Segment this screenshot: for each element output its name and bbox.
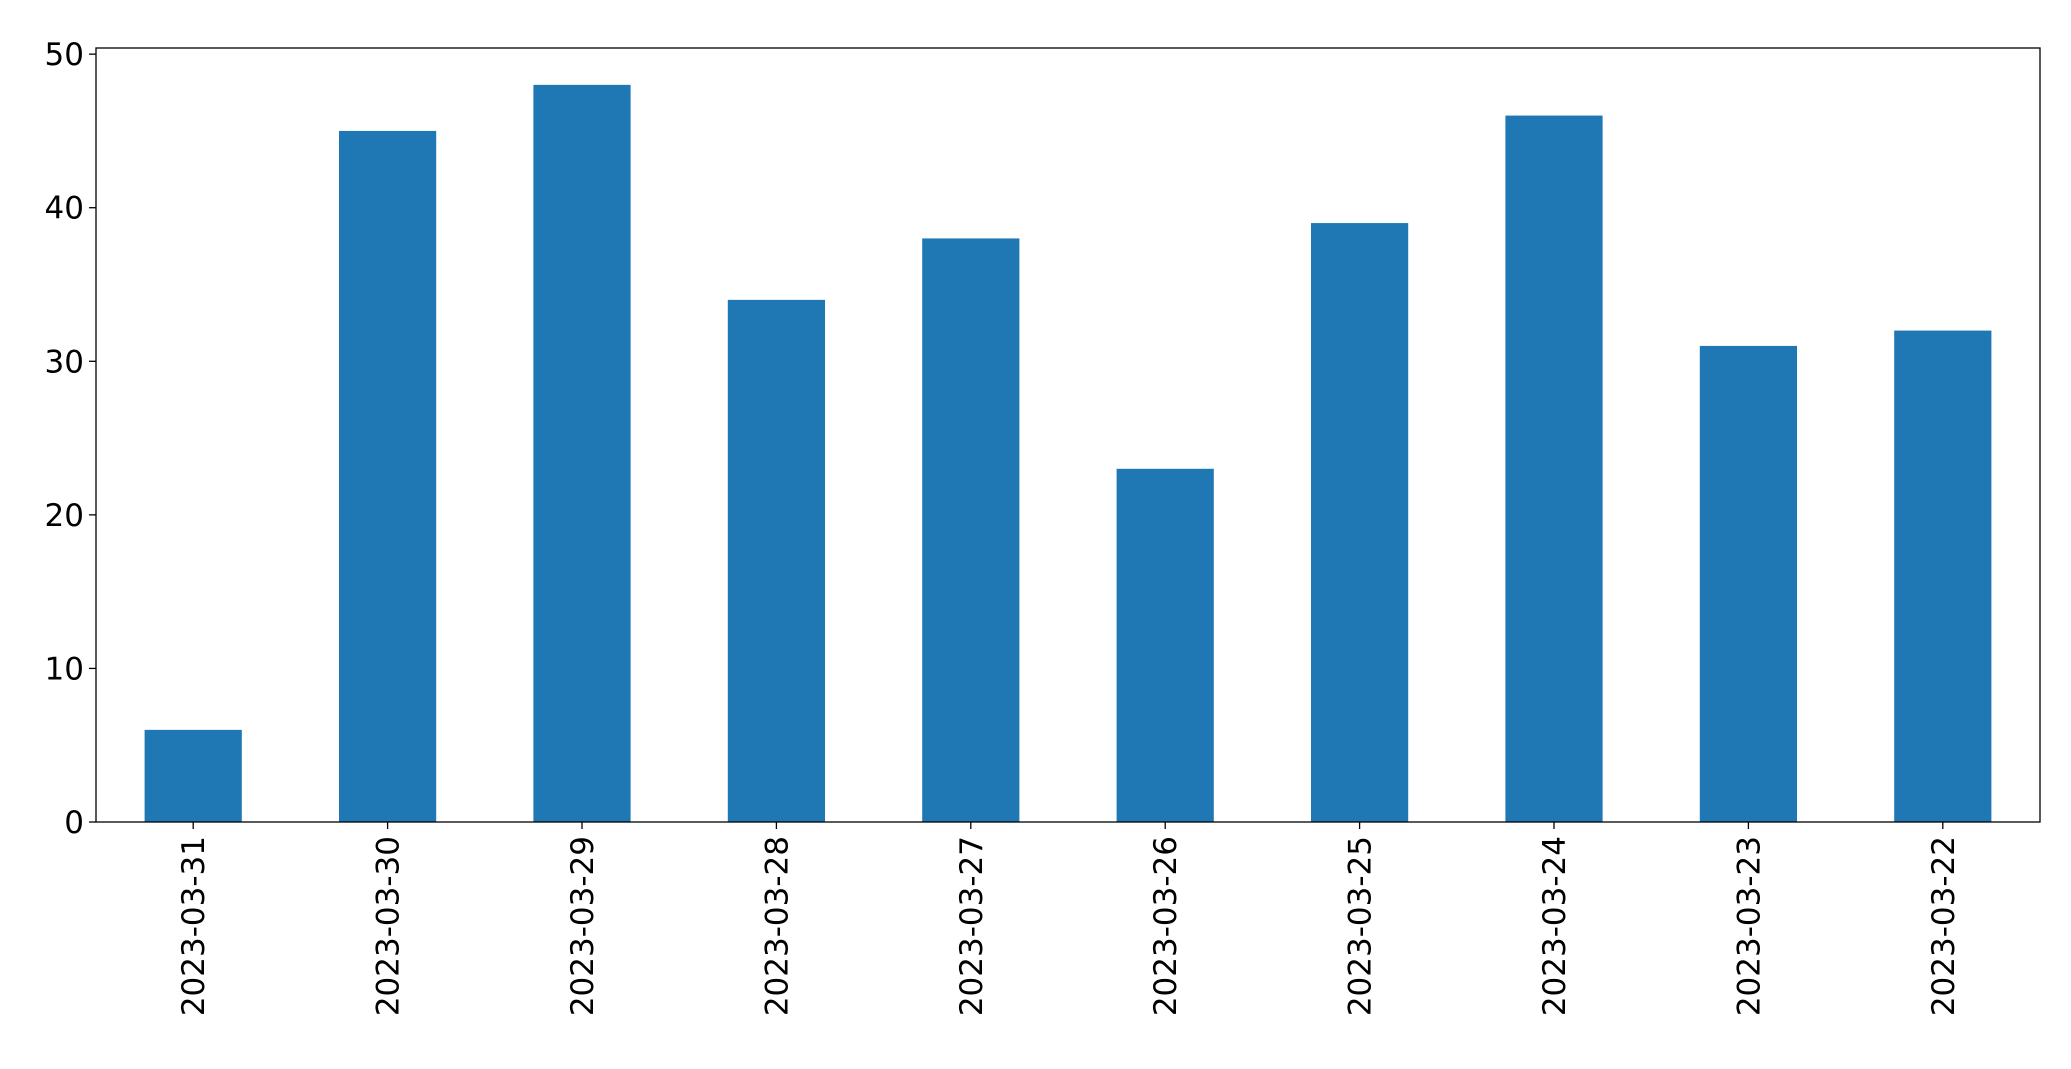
bar <box>1699 345 1797 822</box>
bar <box>1505 115 1603 823</box>
x-tick-label: 2023-03-29 <box>565 836 601 1016</box>
bar <box>1311 223 1409 823</box>
x-tick-label: 2023-03-23 <box>1731 836 1767 1016</box>
x-tick-label: 2023-03-24 <box>1537 836 1573 1016</box>
bar <box>922 238 1020 822</box>
y-tick-label: 40 <box>45 191 84 227</box>
y-tick-label: 0 <box>64 805 84 841</box>
bar <box>339 130 437 822</box>
x-tick-label: 2023-03-22 <box>1926 836 1962 1016</box>
x-tick-label: 2023-03-27 <box>954 836 990 1016</box>
bar <box>1894 330 1992 822</box>
x-tick-label: 2023-03-26 <box>1148 836 1184 1016</box>
x-tick-label: 2023-03-31 <box>176 836 212 1016</box>
x-tick-label: 2023-03-25 <box>1343 836 1379 1016</box>
x-tick-label: 2023-03-28 <box>759 836 795 1016</box>
bar <box>1116 468 1214 822</box>
bar <box>533 84 631 823</box>
y-tick-label: 30 <box>45 344 84 380</box>
y-tick-label: 20 <box>45 498 84 534</box>
y-tick-label: 50 <box>45 37 84 73</box>
plot-frame <box>95 47 2041 823</box>
y-tick-label: 10 <box>45 651 84 687</box>
bar <box>144 729 242 822</box>
x-tick-label: 2023-03-30 <box>371 836 407 1016</box>
bar <box>727 299 825 822</box>
